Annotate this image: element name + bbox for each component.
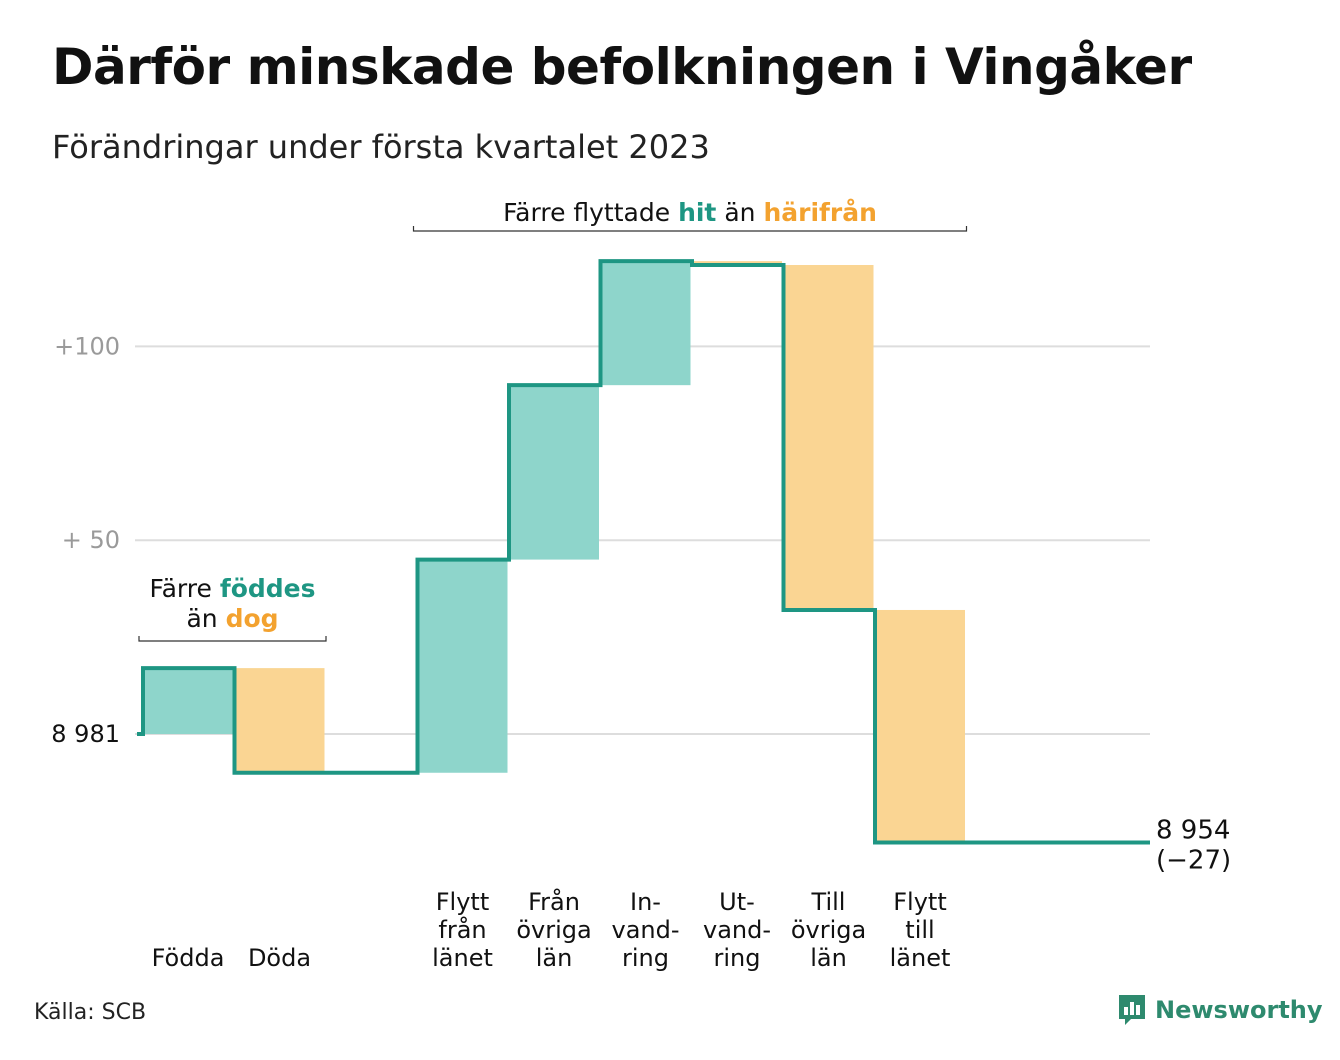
category-label: från (438, 915, 486, 944)
start-value-label: 8 981 (51, 720, 120, 748)
category-label: till (905, 916, 934, 944)
source-note: Källa: SCB (34, 1000, 147, 1025)
chart-title: Därför minskade befolkningen i Vingåker (52, 38, 1192, 96)
category-label: länet (432, 944, 493, 972)
chart-subtitle: Förändringar under första kvartalet 2023 (52, 128, 710, 166)
annotation-text-part: föddes (220, 574, 316, 603)
annotation-text-part: hit (678, 198, 716, 227)
annotation-text: än dog (186, 604, 278, 633)
category-label: ring (622, 944, 669, 972)
category-labels: Födda DödaFlyttfrånlänetFrånövrigalänIn-v… (152, 887, 951, 972)
decrease-bar (234, 668, 325, 773)
category-label: län (810, 944, 847, 972)
end-value-label: 8 954 (1156, 816, 1230, 846)
annotation-bracket (412, 226, 968, 232)
brand-name: Newsworthy (1155, 996, 1323, 1024)
category-label: övriga (791, 916, 866, 944)
category-label: Flytt (893, 888, 947, 916)
level-step-line (137, 259, 1150, 845)
bars (143, 261, 965, 843)
category-label: Från (528, 887, 580, 916)
category-label: län (536, 944, 573, 972)
category-label: vand- (611, 916, 679, 944)
annotation-text: Färre föddes (150, 574, 316, 603)
category-label: Ut- (719, 888, 755, 916)
category-label: ring (714, 944, 761, 972)
annotation-text-part: än (186, 604, 225, 633)
annotation-text-part: Färre (150, 574, 220, 603)
category-label: Födda (152, 944, 225, 972)
annotation-text-part: än (716, 198, 763, 227)
category-label: Till (811, 888, 846, 916)
annotation-text-part: dog (226, 604, 279, 633)
y-tick-label: +100 (54, 332, 120, 360)
annotation-text-part: härifrån (763, 198, 876, 227)
category-label: In- (630, 888, 661, 916)
category-label: länet (890, 944, 951, 972)
increase-bar (600, 261, 691, 386)
y-tick-label: + 50 (62, 526, 120, 554)
increase-bar (143, 668, 233, 734)
annotation-text-part: Färre flyttade (503, 198, 678, 227)
decrease-bar (875, 609, 965, 843)
brand-logo: Newsworthy (1117, 993, 1323, 1027)
annotation-bracket (138, 636, 327, 642)
increase-bar (417, 559, 508, 773)
bar-chart-logo-icon (1119, 995, 1145, 1025)
increase-bar (509, 385, 599, 560)
category-label: vand- (703, 916, 771, 944)
category-label: Döda (248, 944, 311, 972)
category-label: Flytt (436, 888, 490, 916)
annotation-text: Färre flyttade hit än härifrån (503, 198, 877, 227)
decrease-bar (783, 265, 874, 610)
annotation-migration: Färre flyttade hit än härifrån (412, 198, 968, 232)
end-change-label: (−27) (1156, 846, 1231, 876)
category-label: övriga (516, 916, 591, 944)
